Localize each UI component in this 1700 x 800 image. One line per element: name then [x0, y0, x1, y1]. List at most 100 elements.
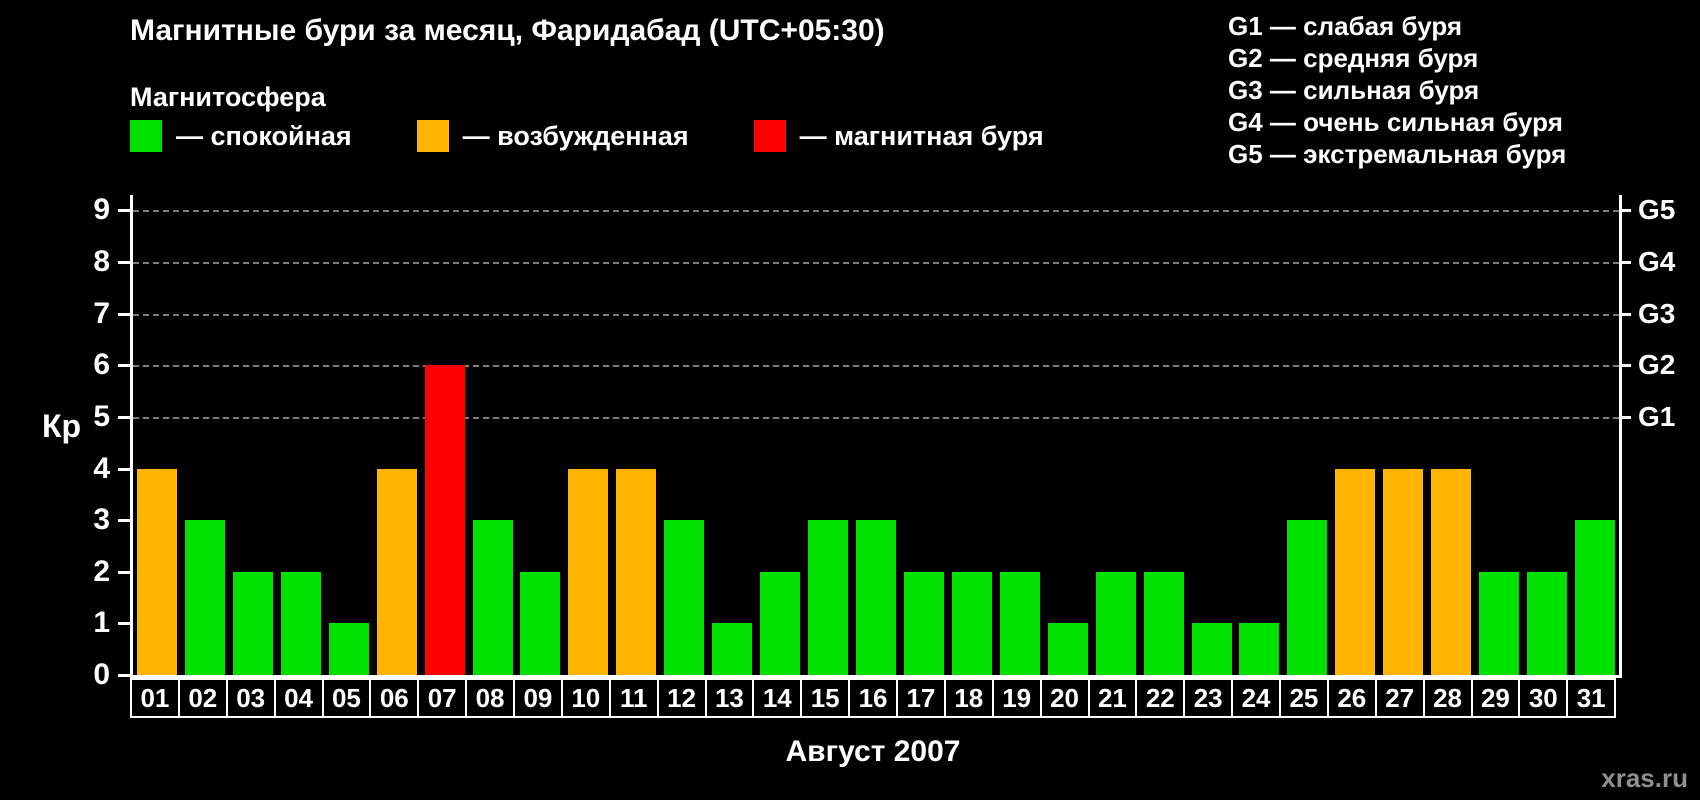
bar-day-09 [520, 571, 561, 675]
g-legend-line-1: G1 — слабая буря [1228, 11, 1463, 41]
legend-heading: Магнитосфера [130, 82, 326, 112]
plot-area [130, 195, 1622, 678]
g-scale-legend: G1 — слабая буря G2 — средняя буря G3 — си… [1228, 10, 1566, 170]
y-tick-label-7: 7 [93, 296, 110, 330]
y-tick-mark-2 [118, 570, 130, 574]
y-tick-label-6: 6 [93, 348, 110, 382]
day-label-29: 29 [1470, 678, 1521, 718]
bar-day-27 [1383, 468, 1424, 675]
day-label-27: 27 [1374, 678, 1425, 718]
g-tick-mark-G1 [1619, 415, 1631, 419]
day-label-24: 24 [1231, 678, 1281, 718]
bar-day-28 [1431, 468, 1472, 675]
bars-layer [133, 195, 1619, 675]
gridline-kp-7 [133, 313, 1619, 316]
g-legend-line-2: G2 — средняя буря [1228, 43, 1479, 73]
bar-day-11 [616, 468, 657, 675]
bar-day-26 [1335, 468, 1376, 675]
gridline-kp-8 [133, 262, 1619, 265]
bar-day-10 [568, 468, 609, 675]
y-tick-label-2: 2 [93, 554, 110, 588]
bar-day-04 [280, 571, 321, 675]
g-tick-label-G5: G5 [1638, 194, 1676, 226]
bar-day-21 [1095, 571, 1136, 675]
day-label-03: 03 [225, 678, 276, 718]
day-label-13: 13 [704, 678, 755, 718]
day-label-15: 15 [800, 678, 851, 718]
day-label-31: 31 [1566, 678, 1617, 718]
g-tick-mark-G3 [1619, 312, 1631, 316]
y-tick-mark-5 [118, 415, 130, 419]
bar-day-18 [951, 571, 992, 675]
day-label-25: 25 [1279, 678, 1329, 718]
g-tick-label-G4: G4 [1638, 246, 1676, 278]
day-label-16: 16 [848, 678, 898, 718]
g-tick-label-G1: G1 [1638, 400, 1676, 432]
y-axis-label: Кр [42, 408, 82, 444]
bar-day-31 [1575, 520, 1616, 675]
bar-day-05 [328, 623, 369, 675]
bar-day-01 [136, 468, 177, 675]
bar-day-29 [1479, 571, 1520, 675]
y-tick-mark-4 [118, 467, 130, 471]
day-label-04: 04 [273, 678, 324, 718]
y-tick-label-0: 0 [93, 658, 110, 691]
day-label-22: 22 [1135, 678, 1186, 718]
bar-day-23 [1191, 623, 1232, 675]
day-label-09: 09 [513, 678, 563, 718]
day-label-12: 12 [656, 678, 707, 718]
x-axis-title: Август 2007 [785, 735, 961, 768]
chart-title: Магнитные бури за месяц, Фаридабад (UTC+… [130, 14, 885, 47]
day-label-23: 23 [1183, 678, 1234, 718]
day-label-18: 18 [943, 678, 994, 718]
g-legend-line-5: G5 — экстремальная буря [1228, 139, 1567, 169]
bar-day-13 [712, 623, 753, 675]
bar-day-03 [232, 571, 273, 675]
legend-swatch-excited [416, 120, 449, 152]
bar-day-07 [424, 365, 465, 675]
day-label-07: 07 [417, 678, 468, 718]
day-label-21: 21 [1087, 678, 1138, 718]
day-label-19: 19 [991, 678, 1042, 718]
legend-label-storm: — магнитная буря [799, 120, 1044, 151]
day-label-17: 17 [896, 678, 946, 718]
g-legend-line-4: G4 — очень сильная буря [1228, 107, 1563, 137]
bar-day-16 [856, 520, 896, 675]
legend-label-excited: — возбужденная [462, 120, 689, 151]
bar-day-22 [1143, 571, 1184, 675]
gridline-kp-6 [133, 365, 1619, 368]
gridline-kp-9 [133, 210, 1619, 213]
day-label-26: 26 [1326, 678, 1377, 718]
y-tick-mark-1 [118, 622, 130, 626]
g-tick-mark-G5 [1619, 209, 1631, 213]
bar-day-24 [1239, 623, 1280, 675]
x-axis-day-labels: 01 02 03 04 05 06 07 08 09 10 11 12 13 14 15 16 17 18 19 20… [130, 678, 1617, 718]
g-tick-label-G2: G2 [1638, 349, 1676, 381]
legend-swatch-storm [753, 120, 786, 152]
day-label-20: 20 [1039, 678, 1090, 718]
y-tick-label-4: 4 [93, 451, 110, 485]
bar-day-12 [664, 520, 705, 675]
bar-day-15 [808, 520, 849, 675]
bar-day-19 [999, 571, 1040, 675]
day-label-28: 28 [1422, 678, 1473, 718]
y-tick-mark-0 [118, 674, 130, 677]
legend-swatch-quiet [130, 120, 162, 152]
g-tick-mark-G4 [1619, 261, 1631, 265]
bar-day-08 [472, 520, 513, 675]
y-tick-mark-8 [118, 261, 130, 265]
day-label-08: 08 [465, 678, 515, 718]
g-tick-mark-G2 [1619, 364, 1631, 368]
day-label-06: 06 [369, 678, 420, 718]
legend-item-storm: — магнитная буря [753, 120, 1044, 152]
bar-day-02 [184, 520, 225, 675]
y-tick-label-3: 3 [93, 503, 110, 537]
magnetosphere-legend: — спокойная — возбужденная — магнитная бур… [130, 120, 1044, 152]
y-tick-mark-6 [118, 364, 130, 368]
legend-label-quiet: — спокойная [176, 120, 352, 151]
legend-item-excited: — возбужденная [416, 120, 689, 152]
y-tick-label-1: 1 [93, 606, 110, 640]
legend-item-quiet: — спокойная [130, 120, 352, 152]
day-label-10: 10 [560, 678, 611, 718]
